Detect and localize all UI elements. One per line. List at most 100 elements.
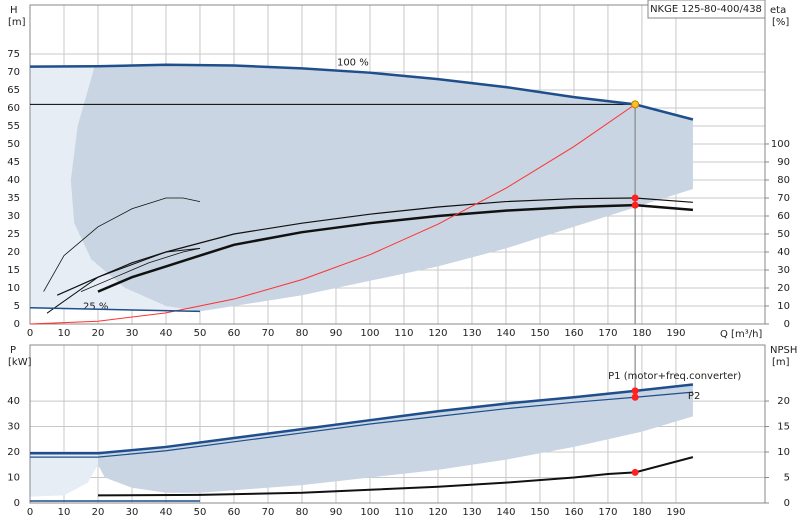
x-tick-label: 170 (598, 507, 617, 518)
x-tick-label: 40 (160, 507, 173, 518)
x-tick-label: 20 (92, 328, 105, 339)
operating-point (631, 194, 639, 202)
y-axis-label: H (10, 5, 18, 16)
x-tick-label: 50 (194, 328, 207, 339)
curve (30, 391, 693, 458)
curve (29, 103, 636, 325)
y-tick-label: 35 (7, 193, 20, 204)
curve (97, 203, 694, 293)
y-tick-label: 25 (7, 229, 20, 240)
curve (80, 247, 201, 292)
x-tick-label: 60 (228, 328, 241, 339)
y2-tick-label: 60 (777, 211, 790, 222)
y2-tick-label: 40 (777, 247, 790, 258)
x-tick-label: 130 (462, 507, 481, 518)
y2-tick-label: 70 (777, 193, 790, 204)
x-tick-label: 160 (564, 507, 583, 518)
x-tick-label: 160 (564, 328, 583, 339)
y-tick-label: 30 (7, 211, 20, 222)
x-tick-label: 10 (58, 507, 71, 518)
operating-region (70, 64, 693, 312)
y-tick-label: 45 (7, 157, 20, 168)
y-tick-label: 70 (7, 67, 20, 78)
plot-frame (29, 4, 766, 325)
curve-label: P2 (688, 391, 700, 402)
x-tick-label: 40 (160, 328, 173, 339)
curve (97, 456, 694, 497)
x-tick-label: 20 (92, 507, 105, 518)
x-tick-label: 70 (262, 507, 275, 518)
x-tick-label: 190 (666, 328, 685, 339)
y2-tick-label: 90 (777, 157, 790, 168)
curve (30, 383, 694, 455)
curve-label: 25 % (83, 302, 108, 313)
x-axis-label: Q [m³/h] (720, 329, 762, 340)
operating-point (631, 201, 639, 209)
y-tick-label: 60 (7, 103, 20, 114)
y2-tick-label: 10 (777, 447, 790, 458)
x-tick-label: 0 (27, 328, 33, 339)
y-tick-label: 20 (7, 447, 20, 458)
y-tick-label: 65 (7, 85, 20, 96)
x-tick-label: 110 (394, 507, 413, 518)
y-axis-label: P (10, 345, 16, 356)
x-tick-label: 120 (428, 507, 447, 518)
x-tick-label: 180 (632, 507, 651, 518)
chart-title: NKGE 125-80-400/438 (650, 4, 762, 15)
y2-tick-label: 100 (771, 139, 790, 150)
x-tick-label: 70 (262, 328, 275, 339)
operating-region (30, 66, 200, 312)
curve-label: P1 (motor+freq.converter) (608, 371, 741, 382)
y2-axis-label: eta (770, 5, 786, 16)
y-tick-label: 15 (7, 265, 20, 276)
x-tick-label: 150 (530, 507, 549, 518)
x-tick-label: 100 (360, 507, 379, 518)
y2-axis-unit: [%] (772, 17, 789, 28)
x-tick-label: 0 (27, 507, 33, 518)
y-tick-label: 0 (14, 319, 20, 330)
y2-tick-label: 50 (777, 229, 790, 240)
x-tick-label: 60 (228, 507, 241, 518)
y2-tick-label: 0 (784, 498, 790, 509)
x-tick-label: 30 (126, 328, 139, 339)
curve (46, 247, 201, 314)
y2-tick-label: 80 (777, 175, 790, 186)
x-tick-label: 80 (296, 507, 309, 518)
y-axis-unit: [m] (8, 17, 26, 28)
y-tick-label: 40 (7, 396, 20, 407)
operating-point (631, 468, 639, 476)
y-tick-label: 5 (14, 301, 20, 312)
x-tick-label: 30 (126, 507, 139, 518)
curve (56, 197, 693, 296)
x-tick-label: 130 (462, 328, 481, 339)
y2-axis-label: NPSH (770, 345, 797, 356)
y2-axis-unit: [m] (772, 357, 790, 368)
curve-label: 100 % (337, 58, 369, 69)
operating-point (631, 387, 639, 395)
curve (29, 63, 694, 121)
x-tick-label: 180 (632, 328, 651, 339)
y-tick-label: 10 (7, 283, 20, 294)
y2-tick-label: 5 (784, 473, 790, 484)
x-tick-label: 170 (598, 328, 617, 339)
y-tick-label: 30 (7, 422, 20, 433)
y-tick-label: 50 (7, 139, 20, 150)
x-tick-label: 100 (360, 328, 379, 339)
x-tick-label: 90 (330, 328, 343, 339)
x-tick-label: 110 (394, 328, 413, 339)
x-tick-label: 90 (330, 507, 343, 518)
y-tick-label: 40 (7, 175, 20, 186)
y2-tick-label: 10 (777, 301, 790, 312)
y-tick-label: 20 (7, 247, 20, 258)
y2-tick-label: 15 (777, 422, 790, 433)
x-tick-label: 50 (194, 507, 207, 518)
plot-frame (29, 344, 766, 504)
y-tick-label: 75 (7, 49, 20, 60)
operating-point (631, 100, 640, 109)
x-tick-label: 140 (496, 328, 515, 339)
x-tick-label: 140 (496, 507, 515, 518)
y-axis-unit: [kW] (8, 357, 32, 368)
y2-tick-label: 0 (784, 319, 790, 330)
title-box (647, 0, 766, 19)
